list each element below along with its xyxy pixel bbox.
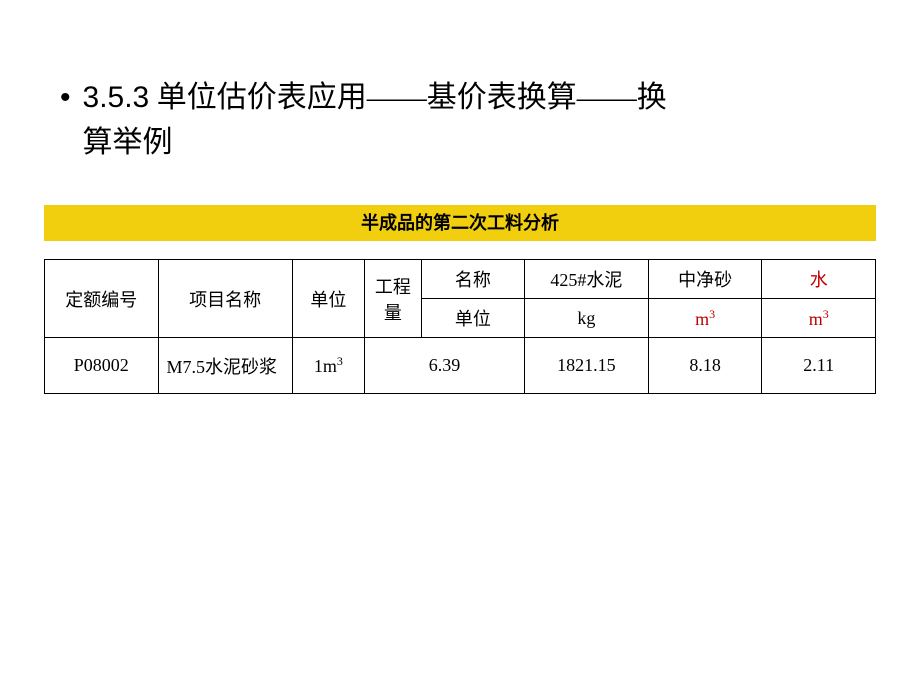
data-table: 定额编号 项目名称 单位 工程量 名称 425#水泥 中净砂 水 单位 kg m…	[44, 259, 876, 394]
hdr-mat1: 425#水泥	[524, 260, 648, 299]
hdr-mat3: 水	[762, 260, 876, 299]
hdr-name: 项目名称	[158, 260, 292, 338]
cell-name: M7.5水泥砂浆	[158, 338, 292, 394]
hdr-unit: 单位	[292, 260, 364, 338]
hdr-qty: 工程量	[364, 260, 421, 338]
table-row: P08002 M7.5水泥砂浆 1m3 6.39 1821.15 8.18 2.…	[45, 338, 876, 394]
title-block: • 3.5.3 单位估价表应用——基价表换算——换算举例	[0, 0, 920, 205]
cell-qty: 6.39	[364, 338, 524, 394]
hdr-code: 定额编号	[45, 260, 159, 338]
title-line: • 3.5.3 单位估价表应用——基价表换算——换算举例	[60, 75, 860, 165]
cell-code: P08002	[45, 338, 159, 394]
banner: 半成品的第二次工料分析	[44, 205, 876, 241]
hdr-unit2: m3	[648, 299, 762, 338]
hdr-mat2: 中净砂	[648, 260, 762, 299]
title-text: 3.5.3 单位估价表应用——基价表换算——换算举例	[83, 75, 667, 165]
hdr-unit3: m3	[762, 299, 876, 338]
title-part2: 算举例	[83, 126, 173, 159]
cell-v1: 1821.15	[524, 338, 648, 394]
data-table-wrap: 定额编号 项目名称 单位 工程量 名称 425#水泥 中净砂 水 单位 kg m…	[44, 259, 876, 394]
cell-v2: 8.18	[648, 338, 762, 394]
cell-unit: 1m3	[292, 338, 364, 394]
header-row-1: 定额编号 项目名称 单位 工程量 名称 425#水泥 中净砂 水	[45, 260, 876, 299]
hdr-unit1: kg	[524, 299, 648, 338]
title-part1: 单位估价表应用——基价表换算——换	[149, 81, 667, 114]
section-number: 3.5.3	[83, 81, 150, 114]
hdr-label-unit: 单位	[421, 299, 524, 338]
bullet-icon: •	[60, 75, 71, 120]
hdr-label-name: 名称	[421, 260, 524, 299]
cell-v3: 2.11	[762, 338, 876, 394]
banner-text: 半成品的第二次工料分析	[361, 213, 559, 233]
